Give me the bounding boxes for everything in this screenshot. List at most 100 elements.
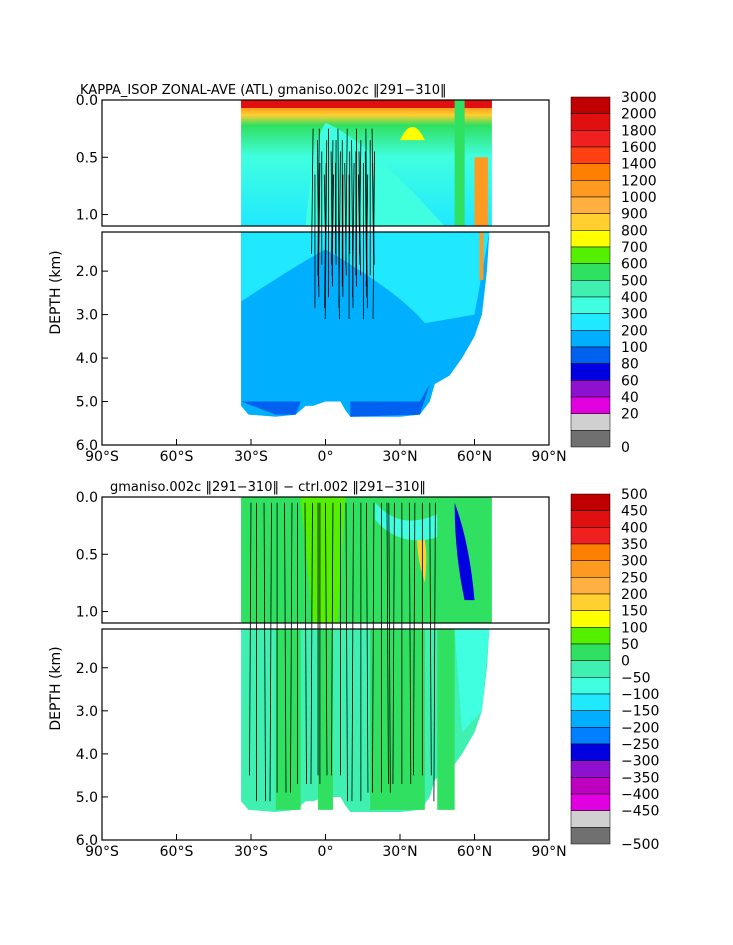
contour-line [290, 502, 293, 793]
colorbar-label: −500 [621, 837, 659, 853]
colorbar-label: 1600 [621, 140, 657, 156]
upper-frame [101, 496, 550, 624]
colorbar-swatch [570, 827, 611, 845]
colorbar-swatch [570, 627, 611, 645]
colorbar-swatch [570, 727, 611, 745]
field-fill [241, 629, 490, 813]
contour-line [433, 502, 436, 802]
colorbar-label: −350 [621, 770, 659, 786]
colorbar-swatch [570, 610, 611, 628]
contour-line [284, 502, 287, 793]
contour-line [249, 502, 252, 776]
contour-line [413, 502, 416, 776]
colorbar-label: 100 [621, 340, 648, 356]
x-tick-label: 60°S [160, 844, 194, 860]
colorbar-label: 2000 [621, 107, 657, 123]
field-contour [454, 502, 475, 601]
x-tick-label: 30°N [382, 844, 417, 860]
contour-line [386, 502, 389, 785]
contour-lines [249, 502, 436, 802]
colorbar-swatch [570, 213, 611, 231]
contour-line [364, 151, 368, 298]
colorbar-label: 400 [621, 290, 648, 306]
colorbar-swatch [570, 710, 611, 728]
colorbar-label: 600 [621, 257, 648, 273]
x-tick-label: 0° [318, 844, 334, 860]
y-tick-label: 4.0 [76, 747, 98, 763]
x-tick-label: 60°N [457, 449, 492, 465]
colorbar-label: 900 [621, 207, 648, 223]
field-contour [370, 629, 425, 810]
colorbar-swatch [570, 577, 611, 595]
x-tick-label: 30°N [382, 449, 417, 465]
x-tick-label: 30°S [234, 844, 268, 860]
colorbar-swatch [570, 230, 611, 248]
colorbar-label: −300 [621, 754, 659, 770]
lower-section [241, 629, 490, 813]
colorbar-swatch [570, 296, 611, 314]
colorbar-label: −250 [621, 737, 659, 753]
colorbar-label: 150 [621, 604, 648, 620]
contour-line [317, 128, 320, 276]
contour-lines [311, 128, 375, 319]
colorbar-label: 60 [621, 373, 639, 389]
colorbar-swatch [570, 396, 611, 414]
contour-line [372, 151, 375, 319]
colorbar-label: 500 [621, 487, 648, 503]
colorbar-label: −400 [621, 787, 659, 803]
y-tick-label: 3.0 [76, 308, 98, 324]
field-contour [437, 629, 455, 810]
contour-line [372, 502, 375, 793]
panel-2: gmaniso.002c ‖291−310‖ − ctrl.002 ‖291−3… [48, 480, 659, 860]
colorbar-swatch [570, 363, 611, 381]
contour-line [324, 140, 328, 319]
colorbar-swatch [570, 96, 611, 114]
panel-1: KAPPA_ISOP ZONAL-AVE (ATL) gmaniso.002c … [48, 83, 657, 465]
colorbar-swatch [570, 643, 611, 661]
colorbar-swatch [570, 113, 611, 131]
colorbar-swatch [570, 527, 611, 545]
colorbar-label: 700 [621, 240, 648, 256]
y-axis-label: DEPTH (km) [48, 250, 64, 334]
x-tick-label: 90°S [85, 449, 119, 465]
field-contour [241, 232, 490, 324]
contour-line [263, 502, 266, 802]
colorbar-label: 3000 [621, 90, 657, 106]
contour-line [351, 140, 354, 309]
x-tick-label: 90°S [85, 844, 119, 860]
colorbar-swatch [570, 380, 611, 398]
colorbar-label: 1000 [621, 190, 657, 206]
colorbar-swatch [570, 510, 611, 528]
colorbar-swatch [570, 593, 611, 611]
contour-line [408, 502, 412, 785]
colorbar-label: 200 [621, 323, 648, 339]
colorbar-label: 0 [621, 654, 630, 670]
colorbar-swatch [570, 660, 611, 678]
y-axis-label: DEPTH (km) [48, 646, 64, 730]
y-tick-label: 5.0 [76, 790, 98, 806]
contour-line [351, 502, 354, 802]
contour-line [371, 128, 374, 254]
colorbar-label: 200 [621, 587, 648, 603]
contour-line [304, 502, 307, 785]
x-tick-label: 60°S [160, 449, 194, 465]
y-tick-label: 0.0 [76, 93, 98, 109]
y-tick-label: 6.0 [76, 438, 98, 454]
colorbar-label: 350 [621, 537, 648, 553]
colorbar-swatch [570, 263, 611, 281]
contour-line [310, 502, 313, 785]
field-contour [479, 232, 484, 280]
colorbar-label: 800 [621, 223, 648, 239]
colorbar-label: 1400 [621, 157, 657, 173]
x-tick-label: 0° [318, 449, 334, 465]
field-contour [454, 100, 465, 226]
field-contour [318, 629, 333, 810]
colorbar-label: −200 [621, 720, 659, 736]
panel-title: gmaniso.002c ‖291−310‖ − ctrl.002 ‖291−3… [110, 480, 426, 495]
colorbar-label: −450 [621, 804, 659, 820]
colorbar-swatch [570, 180, 611, 198]
colorbar-label: 1200 [621, 173, 657, 189]
colorbar-label: 1800 [621, 123, 657, 139]
field-contour [241, 100, 492, 108]
contour-line [324, 162, 327, 309]
